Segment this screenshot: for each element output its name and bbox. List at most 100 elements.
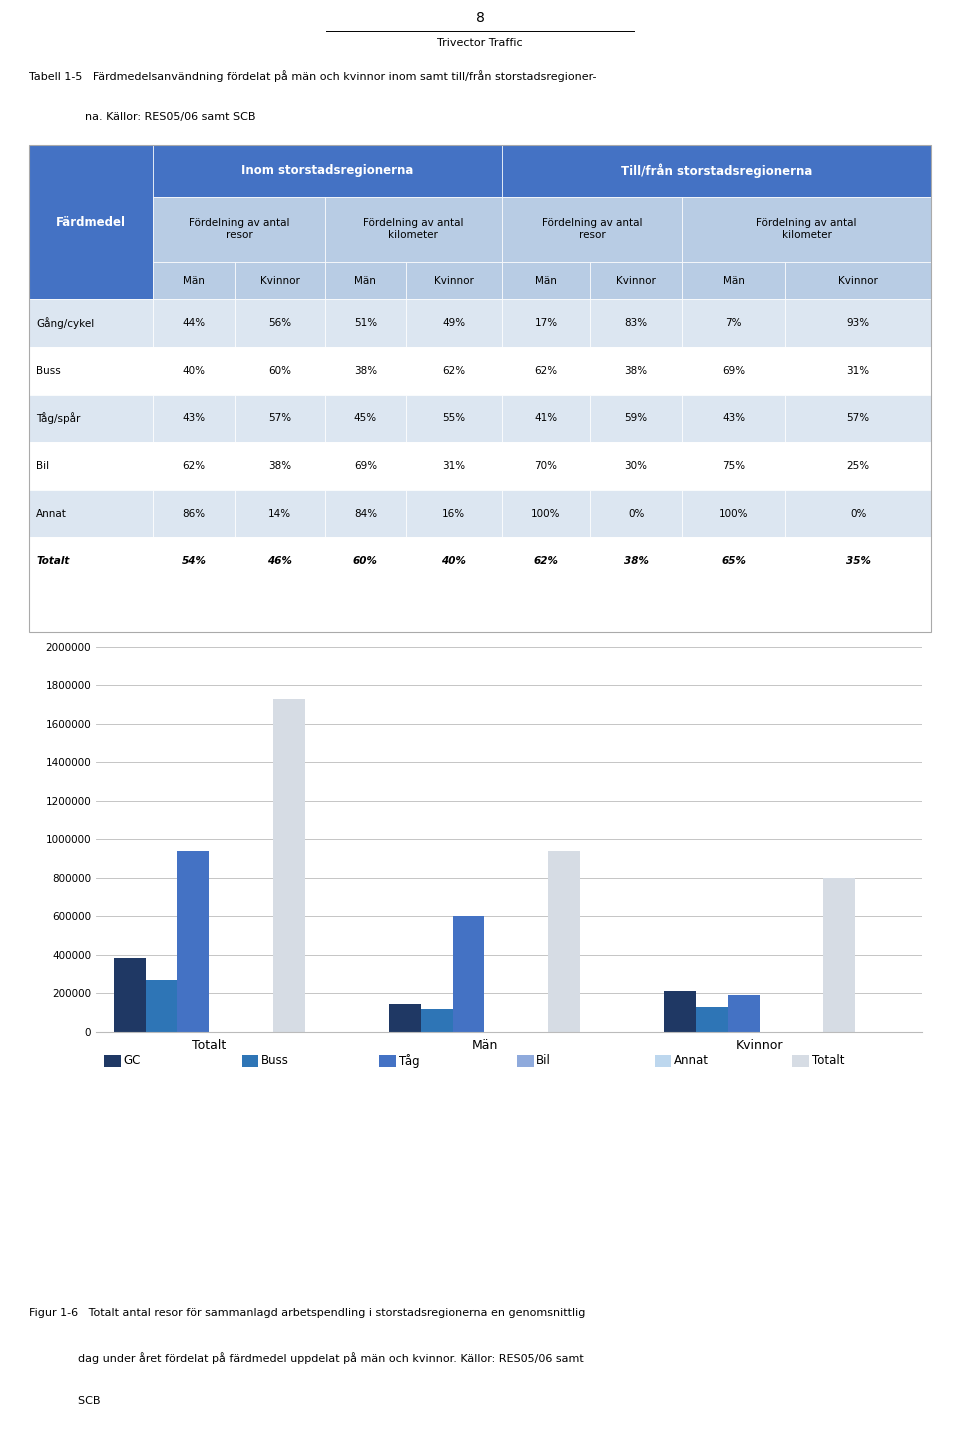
Bar (683, 395, 785, 442)
Text: 54%: 54% (181, 556, 206, 567)
Bar (234, 395, 324, 442)
Text: 16%: 16% (443, 509, 466, 519)
Text: 49%: 49% (443, 318, 466, 328)
Bar (683, 262, 785, 299)
Bar (154, 145, 502, 196)
Text: 69%: 69% (354, 461, 377, 471)
Bar (178, 850, 209, 1032)
Bar (154, 490, 234, 538)
Bar (792, 1055, 808, 1067)
Text: Trivector Traffic: Trivector Traffic (437, 38, 523, 48)
Bar (548, 850, 580, 1032)
Text: 40%: 40% (442, 556, 467, 567)
Bar (29, 299, 154, 347)
Bar (324, 538, 406, 586)
Bar (406, 395, 502, 442)
Bar (785, 299, 931, 347)
Text: 38%: 38% (268, 461, 291, 471)
Bar (234, 538, 324, 586)
Text: 46%: 46% (267, 556, 292, 567)
Bar (502, 395, 590, 442)
Text: 7%: 7% (726, 318, 742, 328)
Text: 55%: 55% (443, 414, 466, 423)
Bar (502, 262, 590, 299)
Bar (824, 878, 855, 1032)
Text: Män: Män (723, 276, 745, 285)
Text: Kvinnor: Kvinnor (616, 276, 656, 285)
Bar (590, 490, 683, 538)
Bar (696, 1007, 728, 1032)
Text: 25%: 25% (847, 461, 870, 471)
Bar (664, 991, 696, 1032)
Text: 57%: 57% (847, 414, 870, 423)
Text: Män: Män (354, 276, 376, 285)
Text: Kvinnor: Kvinnor (260, 276, 300, 285)
Bar (502, 347, 590, 395)
Bar (242, 1055, 258, 1067)
Text: 45%: 45% (354, 414, 377, 423)
Bar (590, 262, 683, 299)
Text: Tåg/spår: Tåg/spår (36, 413, 81, 424)
Bar (590, 538, 683, 586)
Text: Fördelning av antal
kilometer: Fördelning av antal kilometer (756, 218, 857, 240)
Bar (785, 538, 931, 586)
Text: 60%: 60% (353, 556, 378, 567)
Text: 40%: 40% (182, 366, 205, 376)
Bar (234, 490, 324, 538)
Text: 93%: 93% (847, 318, 870, 328)
Text: 84%: 84% (354, 509, 377, 519)
Text: 59%: 59% (625, 414, 648, 423)
Text: Buss: Buss (261, 1055, 289, 1067)
Text: Till/från storstadsregionerna: Till/från storstadsregionerna (621, 164, 812, 179)
Bar (29, 395, 154, 442)
Bar (590, 299, 683, 347)
Bar (517, 1055, 534, 1067)
Text: Fördelning av antal
resor: Fördelning av antal resor (541, 218, 642, 240)
Bar (379, 1055, 396, 1067)
Text: 69%: 69% (722, 366, 745, 376)
Bar (420, 1008, 452, 1032)
Text: Bil: Bil (36, 461, 49, 471)
Bar (154, 442, 234, 490)
Text: 62%: 62% (534, 556, 559, 567)
Text: 41%: 41% (535, 414, 558, 423)
Text: 38%: 38% (625, 366, 648, 376)
Text: Tåg: Tåg (398, 1053, 420, 1068)
Bar (154, 395, 234, 442)
Bar (785, 262, 931, 299)
Bar (502, 196, 683, 262)
Bar (324, 262, 406, 299)
Text: Tabell 1-5   Färdmedelsanvändning fördelat på män och kvinnor inom samt till/frå: Tabell 1-5 Färdmedelsanvändning fördelat… (29, 70, 596, 81)
Text: Figur 1-6   Totalt antal resor för sammanlagd arbetspendling i storstadsregioner: Figur 1-6 Totalt antal resor för sammanl… (29, 1308, 586, 1318)
Bar (683, 347, 785, 395)
Text: 8: 8 (475, 12, 485, 25)
Bar (785, 442, 931, 490)
Bar (683, 196, 931, 262)
Text: 17%: 17% (535, 318, 558, 328)
Bar (406, 262, 502, 299)
Bar (683, 299, 785, 347)
Bar (234, 442, 324, 490)
Text: 38%: 38% (354, 366, 377, 376)
Text: Inom storstadsregionerna: Inom storstadsregionerna (241, 164, 414, 177)
Bar (452, 917, 485, 1032)
Bar (154, 538, 234, 586)
Text: 86%: 86% (182, 509, 205, 519)
Text: Totalt: Totalt (811, 1055, 844, 1067)
Bar (785, 490, 931, 538)
Bar (29, 538, 154, 586)
Bar (590, 442, 683, 490)
Text: GC: GC (124, 1055, 141, 1067)
Bar (406, 538, 502, 586)
Bar (324, 442, 406, 490)
Bar (590, 347, 683, 395)
Bar (502, 538, 590, 586)
Bar (406, 299, 502, 347)
Text: 65%: 65% (721, 556, 746, 567)
Text: 60%: 60% (268, 366, 291, 376)
Bar (29, 347, 154, 395)
Bar (502, 490, 590, 538)
Text: 62%: 62% (443, 366, 466, 376)
Text: 56%: 56% (268, 318, 291, 328)
Text: Bil: Bil (537, 1055, 551, 1067)
